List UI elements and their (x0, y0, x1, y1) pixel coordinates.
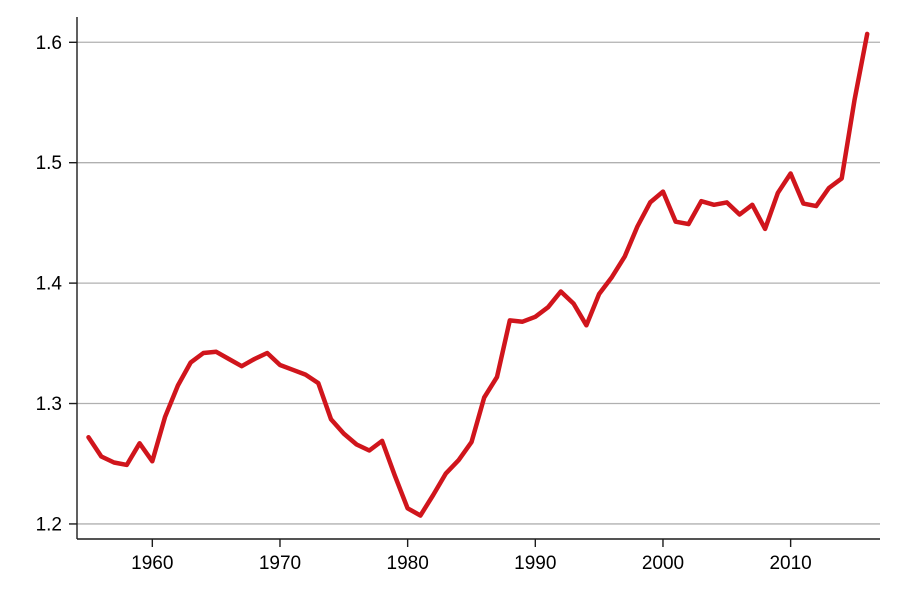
x-tick-label: 2000 (642, 553, 684, 574)
y-tick-label: 1.6 (36, 33, 62, 54)
y-tick-label: 1.4 (36, 274, 63, 295)
y-tick-label: 1.2 (36, 514, 62, 535)
data-line-ratio (86, 31, 870, 518)
x-tick-label: 1990 (514, 553, 556, 574)
x-tick-label: 1960 (131, 553, 173, 574)
x-tick-label: 1980 (387, 553, 429, 574)
y-tick-label: 1.5 (36, 153, 62, 174)
x-tick-label: 1970 (259, 553, 301, 574)
x-tick-label: 2010 (769, 553, 811, 574)
y-tick-label: 1.3 (36, 394, 62, 415)
